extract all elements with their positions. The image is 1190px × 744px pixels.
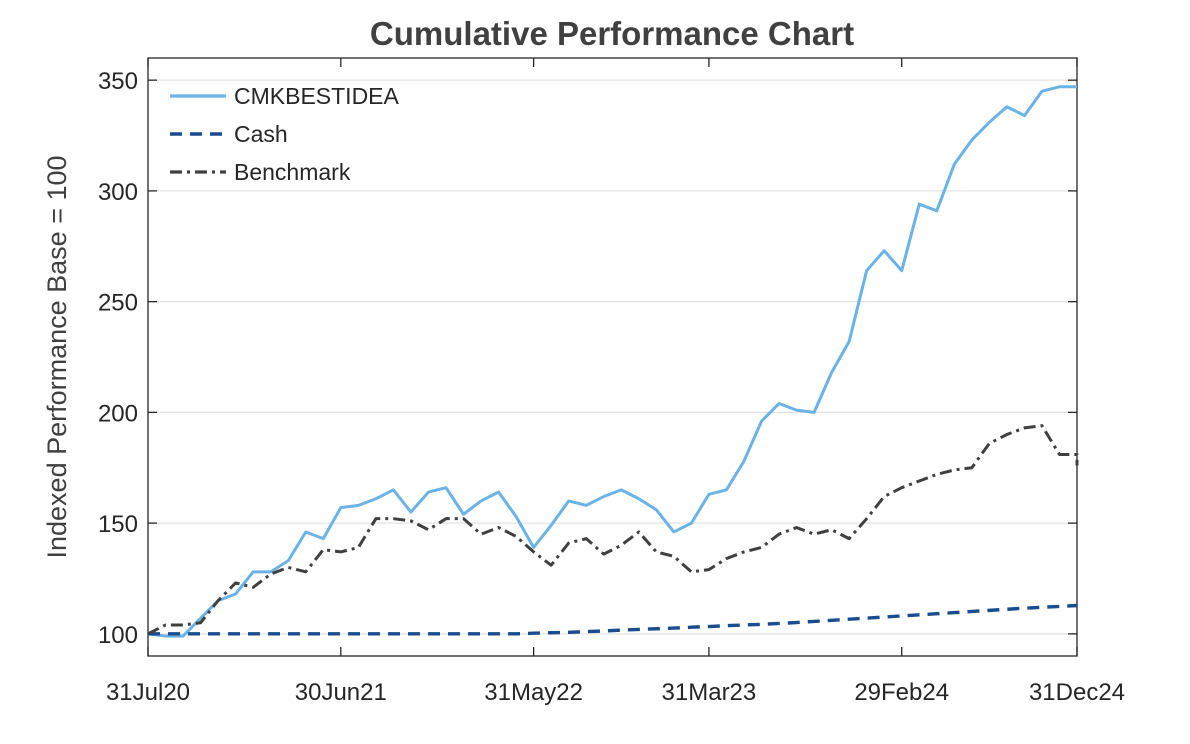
series-line-cash xyxy=(148,603,1078,636)
legend: CMKBESTIDEA Cash Benchmark xyxy=(170,83,400,185)
x-tick-label-30Jun21: 30Jun21 xyxy=(295,679,387,706)
gridlines xyxy=(148,79,1077,635)
y-tick-label-100: 100 xyxy=(98,622,138,649)
x-tick-label-31Jul20: 31Jul20 xyxy=(106,679,190,706)
legend-label-benchmark: Benchmark xyxy=(234,159,351,185)
chart-title: Cumulative Performance Chart xyxy=(370,15,854,52)
y-tick-label-350: 350 xyxy=(98,68,138,95)
legend-label-cash: Cash xyxy=(234,121,288,147)
y-axis-label: Indexed Performance Base = 100 xyxy=(42,155,72,558)
series-lines xyxy=(147,85,1079,638)
y-tick-label-250: 250 xyxy=(98,290,138,317)
y-tick-label-200: 200 xyxy=(98,400,138,427)
y-tick-labels: 100 150 200 250 300 350 xyxy=(98,68,138,649)
series-line-benchmark xyxy=(147,424,1079,636)
x-tick-marks xyxy=(147,58,1078,656)
x-tick-label-31May22: 31May22 xyxy=(484,679,583,706)
x-tick-label-31Dec24: 31Dec24 xyxy=(1029,679,1125,706)
y-tick-label-300: 300 xyxy=(98,179,138,206)
y-tick-label-150: 150 xyxy=(98,511,138,538)
x-tick-label-31Mar23: 31Mar23 xyxy=(662,679,757,706)
x-tick-labels: 31Jul20 30Jun21 31May22 31Mar23 29Feb24 31Dec… xyxy=(106,679,1125,706)
x-tick-label-29Feb24: 29Feb24 xyxy=(854,679,949,706)
plot-area-frame xyxy=(147,57,1078,657)
legend-label-cmkbestidea: CMKBESTIDEA xyxy=(234,83,400,109)
series-line-cmkbestidea xyxy=(147,85,1077,638)
